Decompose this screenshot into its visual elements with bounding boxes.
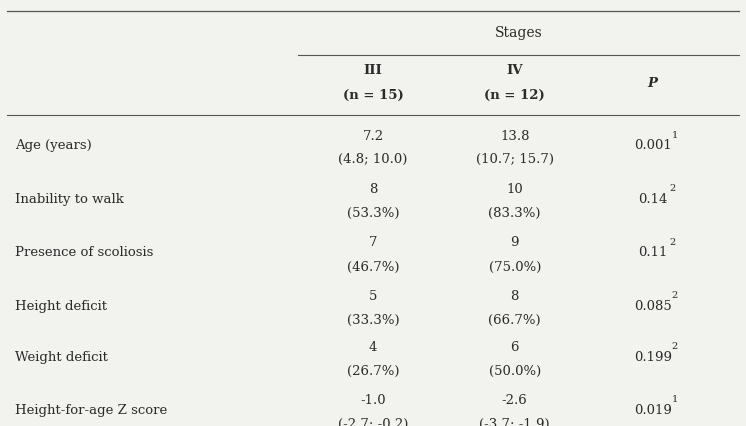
Text: Height-for-age Z score: Height-for-age Z score <box>15 404 167 417</box>
Text: 2: 2 <box>669 238 675 247</box>
Text: III: III <box>363 64 383 77</box>
Text: Inability to walk: Inability to walk <box>15 193 124 206</box>
Text: (n = 15): (n = 15) <box>342 89 404 102</box>
Text: (33.3%): (33.3%) <box>347 314 399 327</box>
Text: 7: 7 <box>369 236 377 249</box>
Text: P: P <box>648 77 658 89</box>
Text: Weight deficit: Weight deficit <box>15 351 107 364</box>
Text: 0.11: 0.11 <box>638 246 668 259</box>
Text: (53.3%): (53.3%) <box>347 207 399 220</box>
Text: 13.8: 13.8 <box>500 130 530 143</box>
Text: Height deficit: Height deficit <box>15 299 107 313</box>
Text: 0.019: 0.019 <box>634 404 671 417</box>
Text: Stages: Stages <box>495 26 542 40</box>
Text: 6: 6 <box>510 341 519 354</box>
Text: (50.0%): (50.0%) <box>489 365 541 378</box>
Text: (66.7%): (66.7%) <box>489 314 541 327</box>
Text: -1.0: -1.0 <box>360 394 386 407</box>
Text: (75.0%): (75.0%) <box>489 261 541 273</box>
Text: 8: 8 <box>510 290 519 302</box>
Text: 0.085: 0.085 <box>634 299 671 313</box>
Text: 0.001: 0.001 <box>634 139 671 153</box>
Text: (-2.7; -0.2): (-2.7; -0.2) <box>338 418 408 426</box>
Text: IV: IV <box>507 64 523 77</box>
Text: (10.7; 15.7): (10.7; 15.7) <box>476 153 554 166</box>
Text: 2: 2 <box>672 342 678 351</box>
Text: (83.3%): (83.3%) <box>489 207 541 220</box>
Text: -2.6: -2.6 <box>502 394 527 407</box>
Text: 2: 2 <box>672 291 678 300</box>
Text: 9: 9 <box>510 236 519 249</box>
Text: 0.199: 0.199 <box>634 351 671 364</box>
Text: 2: 2 <box>669 184 675 193</box>
Text: 1: 1 <box>672 395 678 404</box>
Text: 8: 8 <box>369 183 377 196</box>
Text: Age (years): Age (years) <box>15 139 92 153</box>
Text: 10: 10 <box>507 183 523 196</box>
Text: 1: 1 <box>672 131 678 140</box>
Text: 0.14: 0.14 <box>638 193 668 206</box>
Text: (n = 12): (n = 12) <box>484 89 545 102</box>
Text: (46.7%): (46.7%) <box>347 261 399 273</box>
Text: Presence of scoliosis: Presence of scoliosis <box>15 246 153 259</box>
Text: (26.7%): (26.7%) <box>347 365 399 378</box>
Text: (4.8; 10.0): (4.8; 10.0) <box>339 153 407 166</box>
Text: 5: 5 <box>369 290 377 302</box>
Text: (-3.7; -1.9): (-3.7; -1.9) <box>480 418 550 426</box>
Text: 7.2: 7.2 <box>363 130 383 143</box>
Text: 4: 4 <box>369 341 377 354</box>
